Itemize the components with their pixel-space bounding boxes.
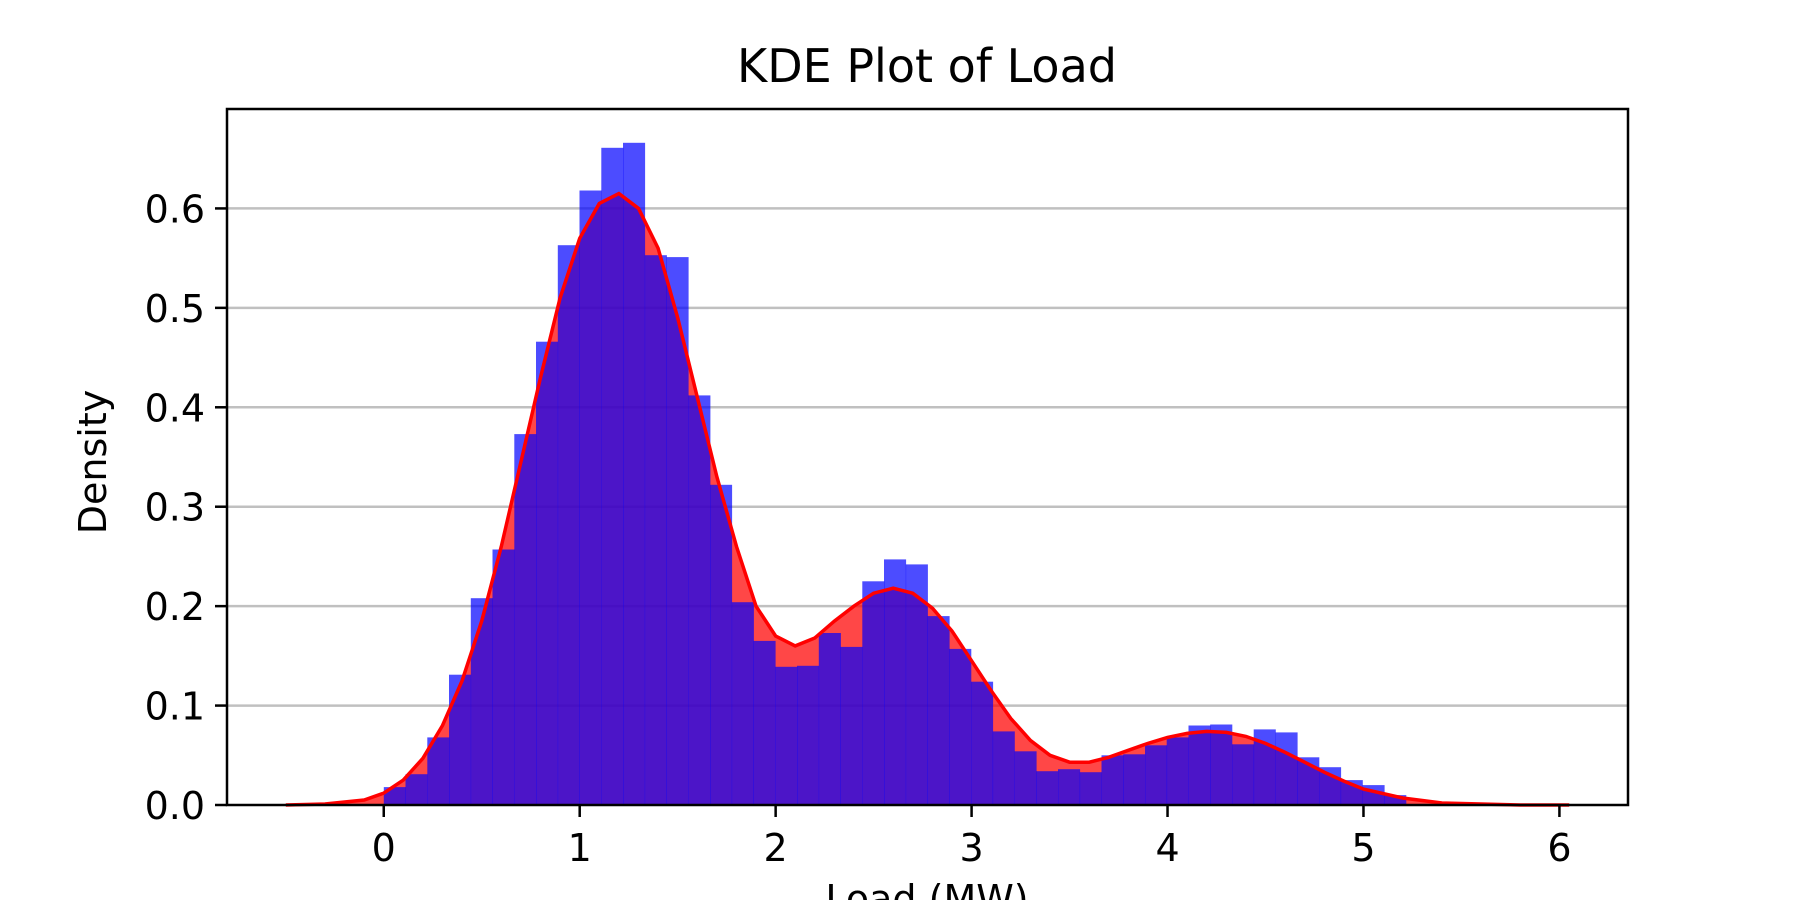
histogram-bar [797, 665, 820, 805]
histogram-bar [470, 598, 493, 805]
x-tick-label: 1 [568, 826, 592, 870]
histogram-bar [623, 142, 646, 806]
histogram-bar [862, 581, 885, 805]
histogram-bar [557, 245, 580, 805]
x-tick-label: 2 [764, 826, 788, 870]
histogram-bar [927, 616, 950, 805]
histogram-bar [1188, 725, 1211, 805]
x-tick-label: 3 [959, 826, 983, 870]
histogram-bar [644, 255, 667, 805]
x-tick-label: 5 [1351, 826, 1375, 870]
histogram-bar [884, 559, 907, 805]
histogram-bar [775, 666, 798, 805]
x-tick-label: 6 [1547, 826, 1571, 870]
histogram-bar [710, 484, 733, 805]
histogram-bar [753, 640, 776, 805]
histogram-bar [1014, 751, 1037, 805]
histogram-bar [383, 787, 406, 805]
histogram-bar [1253, 729, 1276, 805]
histogram-bar [666, 257, 689, 806]
histogram-bar [536, 341, 559, 805]
histogram-bar [992, 731, 1015, 805]
histogram-bar [1166, 737, 1189, 805]
histogram-bar [1123, 754, 1146, 805]
histogram-bar [514, 434, 537, 805]
grid-lines [227, 207, 1628, 707]
histogram-bars [383, 142, 1407, 806]
histogram-bar [1058, 769, 1081, 805]
histogram-bar [492, 549, 515, 805]
y-tick-label: 0.3 [145, 486, 205, 530]
histogram-bar [905, 564, 928, 805]
plot-frame [225, 107, 1630, 807]
y-tick-label: 0.1 [145, 685, 205, 729]
x-axis-ticks: 0 1 2 3 4 5 6 [372, 805, 1572, 870]
y-tick-label: 0.0 [145, 784, 205, 828]
histogram-bar [1079, 772, 1102, 805]
x-axis-label: Load (MW) [825, 877, 1028, 900]
histogram-bar [688, 395, 711, 805]
x-tick-label: 0 [372, 826, 396, 870]
histogram-bar [579, 190, 602, 805]
histogram-bar [1232, 744, 1255, 805]
histogram-bar [971, 681, 994, 805]
chart-title: KDE Plot of Load [737, 39, 1117, 93]
histogram-bar [601, 147, 624, 806]
y-tick-label: 0.2 [145, 585, 205, 629]
histogram-bar [405, 774, 428, 805]
histogram-bar [1036, 771, 1059, 805]
histogram-bar [1275, 732, 1298, 805]
y-tick-label: 0.5 [145, 287, 205, 331]
y-axis-ticks: 0.0 0.1 0.2 0.3 0.4 0.5 0.6 [145, 187, 227, 828]
histogram-bar [731, 602, 754, 805]
histogram-bar [1297, 757, 1320, 805]
histogram-bar [949, 648, 972, 805]
y-tick-label: 0.4 [145, 386, 205, 430]
kde-line [285, 191, 1570, 807]
histogram-bar [427, 737, 450, 805]
x-tick-label: 4 [1155, 826, 1179, 870]
histogram-bar [1101, 755, 1124, 805]
y-tick-label: 0.6 [145, 187, 205, 231]
histogram-bar [449, 674, 472, 805]
histogram-bar [1210, 724, 1233, 805]
histogram-bar [840, 646, 863, 805]
histogram-bar [1384, 795, 1407, 805]
histogram-bar [1145, 745, 1168, 805]
histogram-bar [818, 633, 841, 805]
y-axis-label: Density [71, 390, 115, 534]
